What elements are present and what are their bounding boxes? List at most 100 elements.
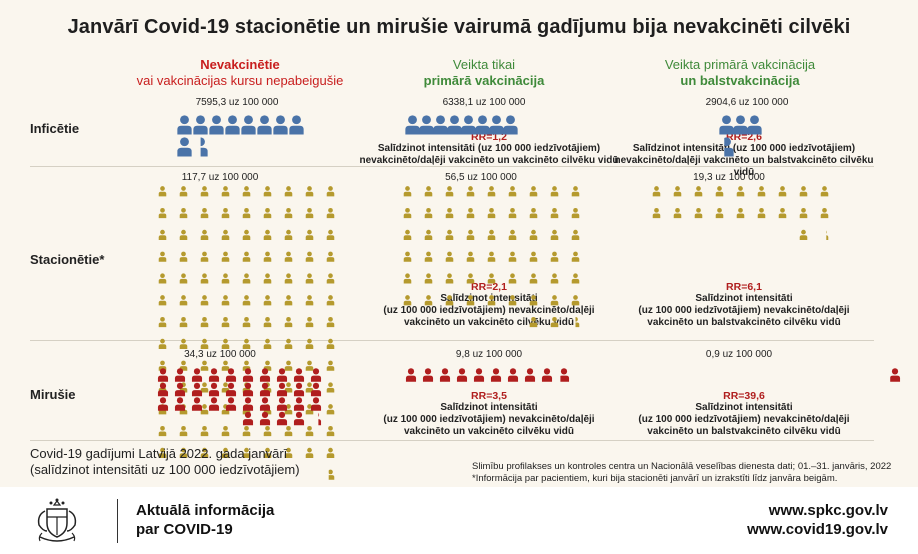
hospitalized-icon-col2: [673, 207, 682, 219]
footer-divider: [117, 499, 118, 543]
hospitalized-icon-col0: [326, 425, 335, 437]
hospitalized-icon-col1: [424, 229, 433, 240]
hospitalized-icon-col1: [571, 251, 580, 262]
hospitalized-icon-col0: [179, 186, 188, 197]
deaths-icon-col1: [541, 368, 553, 382]
hospitalized-icon-col0: [305, 425, 314, 437]
hospitalized-icon-col1: [487, 273, 496, 284]
deaths-icon-col0: [157, 368, 169, 382]
rr-note-deaths-booster: RR=39,6 Salīdzinot intensitāti (uz 100 0…: [614, 390, 874, 438]
hospitalized-icon-col0: [326, 251, 335, 262]
infected-icon-col0: [273, 115, 288, 135]
hospitalized-icon-col0: [200, 316, 209, 328]
page-title: Janvārī Covid-19 stacionētie un mirušie …: [67, 16, 851, 38]
row-label-infected: Inficētie: [30, 121, 80, 136]
link-covid19[interactable]: www.covid19.gov.lv: [747, 521, 888, 538]
rr-text: (uz 100 000 iedzīvotājiem) nevakcinēto/d…: [383, 305, 595, 316]
rate-label-hospitalized-booster: 19,3 uz 100 000: [693, 172, 765, 183]
column-header-line1: Nevakcinētie: [200, 57, 280, 72]
hospitalized-icon-col0: [200, 229, 209, 240]
hospitalized-icon-col1: [424, 273, 433, 284]
column-header-line2: un balstvakcinācija: [680, 73, 800, 88]
hospitalized-icon-col0: [326, 404, 335, 415]
deaths-icon-col1: [473, 368, 485, 382]
hospitalized-icon-col1: [445, 251, 454, 262]
infected-icon-col1: [419, 115, 434, 135]
hospitalized-icon-col0: [179, 425, 188, 437]
hospitalized-icon-col0: [179, 207, 188, 219]
hospitalized-icon-col0: [242, 186, 251, 197]
deaths-icon-col0: [293, 411, 305, 426]
rate-label-hospitalized-unvaccinated: 117,7 uz 100 000: [181, 172, 259, 183]
hospitalized-icon-col0: [158, 229, 167, 240]
source-line1: Slimību profilakses un kontroles centra …: [472, 461, 892, 472]
deaths-icon-col0: [276, 368, 288, 382]
infected-icon-col1: [461, 115, 476, 135]
hospitalized-icon-col0: [284, 229, 293, 240]
hospitalized-icon-col1: [466, 207, 475, 219]
coat-of-arms-icon: [37, 498, 77, 542]
row-divider: [30, 166, 874, 167]
infected-icon-col2: [733, 115, 748, 135]
hospitalized-icon-col2: [757, 207, 766, 219]
hospitalized-icon-col1: [575, 316, 580, 328]
hospitalized-icon-col0: [158, 207, 167, 219]
hospitalized-icon-col0: [284, 360, 293, 371]
hospitalized-icon-col1: [550, 316, 559, 328]
hospitalized-icon-col0: [326, 338, 335, 349]
rr-note-hospitalized-booster: RR=6,1 Salīdzinot intensitāti (uz 100 00…: [614, 281, 874, 329]
rr-text: Salīdzinot intensitāti (uz 100 000 iedzī…: [632, 143, 856, 154]
infected-icon-col0: [257, 115, 272, 135]
hospitalized-icon-col1: [424, 207, 433, 219]
infected-icon-col2: [747, 115, 762, 135]
hospitalized-icon-col1: [466, 295, 475, 306]
rr-value: RR=39,6: [723, 390, 765, 402]
deaths-icon-col1: [439, 368, 451, 382]
row-label-deaths: Mirušie: [30, 387, 76, 402]
hospitalized-icon-col1: [550, 186, 559, 197]
rate-label-deaths-booster: 0,9 uz 100 000: [705, 349, 773, 360]
infected-icon-col0: [225, 115, 240, 135]
hospitalized-icon-col0: [200, 207, 209, 219]
deaths-icon-col0: [276, 382, 288, 397]
deaths-icon-col1: [524, 368, 536, 382]
pictogram-chart: [157, 115, 901, 480]
row-label-hospitalized: Stacionētie*: [30, 252, 105, 267]
rr-note-hospitalized-primary: RR=2,1 Salīdzinot intensitāti (uz 100 00…: [359, 281, 619, 329]
deaths-icon-col2: [890, 368, 901, 382]
hospitalized-icon-col0: [221, 229, 230, 240]
rr-text: Salīdzinot intensitāti: [440, 402, 538, 413]
footer-info-line1: Aktuālā informācija: [136, 502, 275, 519]
hospitalized-icon-col0: [200, 425, 209, 437]
hospitalized-icon-col1: [403, 251, 412, 262]
hospitalized-icon-col1: [466, 273, 475, 284]
hospitalized-icon-col2: [736, 186, 745, 197]
deaths-icon-col0: [310, 382, 322, 397]
deaths-icon-col0: [225, 382, 237, 397]
rr-text: Salīdzinot intensitāti: [695, 293, 793, 304]
hospitalized-icon-col0: [200, 360, 209, 371]
deaths-icon-col0: [259, 397, 271, 411]
infected-icon-col2: [719, 115, 734, 135]
hospitalized-icon-col0: [284, 316, 293, 328]
deaths-icon-col0: [293, 397, 305, 411]
link-spkc[interactable]: www.spkc.gov.lv: [768, 502, 888, 519]
hospitalized-icon-col0: [305, 251, 314, 262]
hospitalized-icon-col0: [179, 295, 188, 306]
hospitalized-icon-col0: [305, 447, 314, 458]
hospitalized-icon-col0: [158, 273, 167, 284]
hospitalized-icon-col1: [529, 229, 538, 240]
hospitalized-icon-col1: [445, 207, 454, 219]
infected-icon-col1: [489, 115, 504, 135]
hospitalized-icon-col1: [571, 186, 580, 197]
hospitalized-icon-col2: [652, 207, 661, 219]
hospitalized-icon-col0: [284, 295, 293, 306]
hospitalized-icon-col1: [529, 207, 538, 219]
hospitalized-icon-col0: [221, 447, 230, 458]
hospitalized-icon-col0: [221, 425, 230, 437]
rr-text: vakcinēto un vakcinēto cilvēku vidū: [403, 426, 575, 437]
hospitalized-icon-col0: [284, 425, 293, 437]
hospitalized-icon-col2: [778, 186, 787, 197]
hospitalized-icon-col1: [487, 251, 496, 262]
hospitalized-icon-col0: [200, 251, 209, 262]
